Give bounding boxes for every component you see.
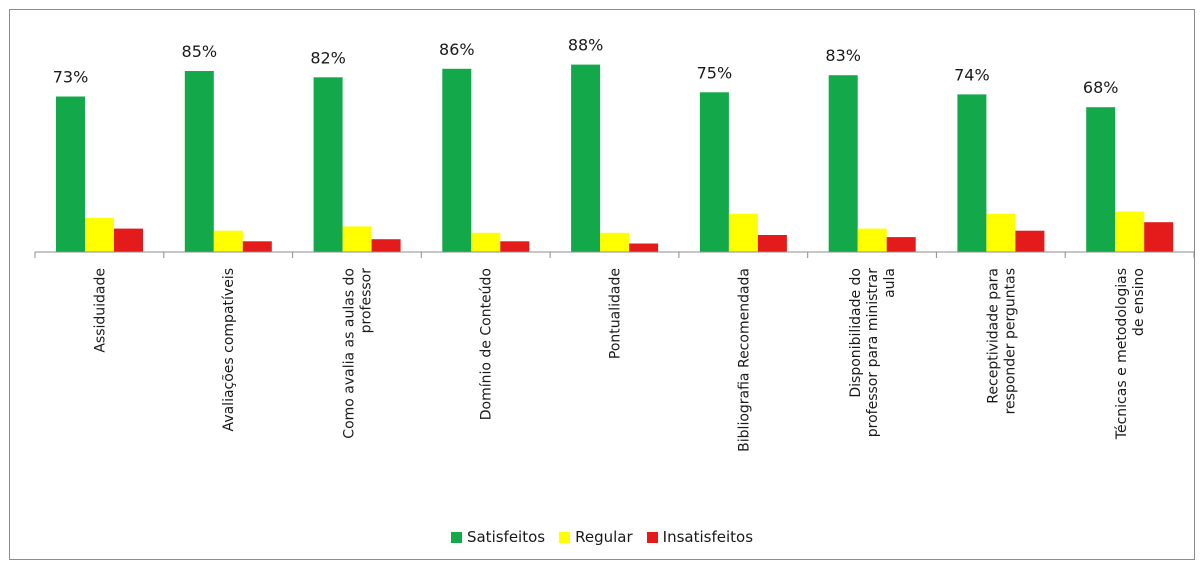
bar-satisfeitos-6 (699, 92, 729, 253)
bar-regular-6 (728, 213, 758, 252)
bar-insatisfeitos-4 (500, 241, 530, 252)
bar-satisfeitos-2 (184, 71, 214, 252)
bar-satisfeitos-3 (313, 77, 343, 252)
tick-label-9: Técnicas e metodologiasde ensino (1114, 268, 1147, 440)
legend-item-satisfeitos: Satisfeitos (450, 528, 546, 546)
legend-swatch-regular (559, 531, 571, 543)
legend-item-insatisfeitos: Insatisfeitos (646, 528, 754, 546)
labels-layer: 73% 85% 82% 86% 88% 75% 83% 74% 68% (53, 36, 1119, 98)
bar-regular-3 (342, 226, 372, 252)
bar-regular-1 (85, 217, 114, 252)
tick-label-6: Bibliografia Recomendada (736, 268, 752, 452)
bar-regular-8 (986, 213, 1016, 252)
bar-regular-5 (600, 232, 630, 252)
legend-label-insatisfeitos: Insatisfeitos (662, 528, 754, 546)
bar-insatisfeitos-1 (114, 228, 143, 252)
data-label-3: 82% (310, 48, 346, 67)
bar-insatisfeitos-7 (886, 237, 916, 252)
data-label-9: 68% (1083, 78, 1119, 97)
tick-labels-layer: Assiduidade Avaliações compatíveis Como av… (92, 268, 1147, 452)
bar-insatisfeitos-8 (1015, 230, 1045, 252)
tick-label-8: Receptividade pararesponder perguntas (985, 268, 1018, 414)
legend-swatch-insatisfeitos (646, 531, 658, 543)
legend-label-satisfeitos: Satisfeitos (466, 528, 546, 546)
bar-satisfeitos-9 (1086, 107, 1116, 252)
data-label-6: 75% (697, 63, 733, 82)
bar-regular-7 (857, 228, 887, 252)
bar-insatisfeitos-9 (1144, 222, 1174, 252)
tick-label-5: Pontualidade (608, 268, 624, 359)
tick-label-3: Como avalia as aulas doprofessor (341, 268, 374, 439)
bars-layer (56, 64, 1174, 253)
tick-label-4: Domínio de Conteúdo (479, 268, 495, 420)
data-label-8: 74% (954, 65, 990, 84)
axis-layer (34, 251, 1195, 258)
data-label-7: 83% (825, 46, 861, 65)
tick-label-1: Assiduidade (92, 268, 108, 353)
data-label-5: 88% (568, 36, 604, 55)
tick-label-2: Avaliações compatíveis (221, 268, 237, 431)
bar-regular-9 (1115, 211, 1145, 252)
legend-item-regular: Regular (559, 528, 633, 546)
bar-satisfeitos-7 (828, 75, 858, 252)
bar-satisfeitos-4 (442, 68, 472, 252)
bar-insatisfeitos-2 (242, 241, 272, 252)
bar-regular-4 (471, 232, 501, 252)
data-label-2: 85% (182, 42, 218, 61)
bar-insatisfeitos-3 (371, 239, 401, 252)
bar-insatisfeitos-6 (757, 235, 787, 252)
legend-label-regular: Regular (575, 528, 633, 546)
tick-label-7: Disponibilidade doprofessor para ministr… (848, 268, 898, 437)
bar-satisfeitos-1 (56, 96, 85, 252)
data-label-1: 73% (53, 68, 89, 87)
bar-regular-2 (213, 230, 243, 252)
legend: Satisfeitos Regular Insatisfeitos (0, 528, 1204, 546)
bar-satisfeitos-8 (957, 94, 987, 253)
bar-satisfeitos-5 (571, 64, 601, 252)
data-label-4: 86% (439, 40, 475, 59)
legend-swatch-satisfeitos (450, 531, 462, 543)
bar-insatisfeitos-5 (629, 243, 659, 252)
